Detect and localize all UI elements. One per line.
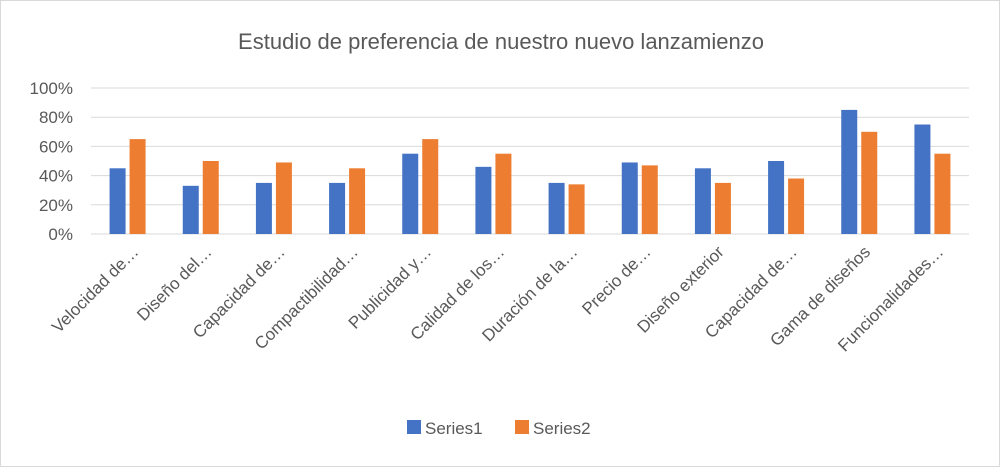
legend-swatch-series2 [515, 420, 529, 434]
y-axis-ticks: 0% 20% 40% 60% 80% 100% [30, 79, 73, 244]
legend-label-series1: Series1 [425, 419, 483, 438]
bar-series1-0 [109, 168, 126, 234]
legend: Series1 Series2 [407, 419, 591, 438]
bar-series1-5 [475, 166, 492, 234]
bar-series1-4 [402, 153, 419, 234]
bars [109, 109, 951, 234]
y-tick-label: 60% [39, 137, 73, 156]
bar-series2-8 [714, 182, 731, 234]
x-category-label: Diseño del… [133, 242, 215, 324]
bar-series2-7 [641, 165, 658, 234]
y-tick-label: 20% [39, 196, 73, 215]
x-axis-categories: Velocidad de…Diseño del…Capacidad de…Com… [48, 242, 947, 355]
bar-series2-2 [275, 162, 292, 234]
x-category-label: Precio de… [578, 242, 654, 318]
y-tick-label: 100% [30, 79, 73, 98]
bar-series2-5 [495, 153, 512, 234]
bar-series2-4 [422, 139, 439, 234]
bar-series2-10 [861, 131, 878, 234]
bar-series2-1 [202, 161, 219, 234]
bar-series1-7 [621, 162, 638, 234]
legend-swatch-series1 [407, 420, 421, 434]
bar-series2-9 [788, 178, 805, 234]
bar-series1-9 [768, 161, 785, 234]
bar-series2-0 [129, 139, 146, 234]
bar-series1-1 [182, 185, 199, 234]
x-category-label: Velocidad de… [48, 242, 142, 336]
bar-series2-6 [568, 184, 585, 234]
bar-series1-3 [329, 182, 346, 234]
bar-series2-11 [934, 153, 951, 234]
chart-title: Estudio de preferencia de nuestro nuevo … [238, 29, 764, 54]
bar-series1-8 [694, 168, 711, 234]
y-tick-label: 80% [39, 108, 73, 127]
gridlines [91, 87, 969, 235]
bar-series1-2 [255, 182, 272, 234]
y-tick-label: 0% [48, 225, 73, 244]
bar-series1-11 [914, 124, 931, 234]
bar-series2-3 [349, 168, 366, 234]
bar-series1-6 [548, 182, 565, 234]
legend-label-series2: Series2 [533, 419, 591, 438]
y-tick-label: 40% [39, 167, 73, 186]
bar-series1-10 [841, 109, 858, 234]
